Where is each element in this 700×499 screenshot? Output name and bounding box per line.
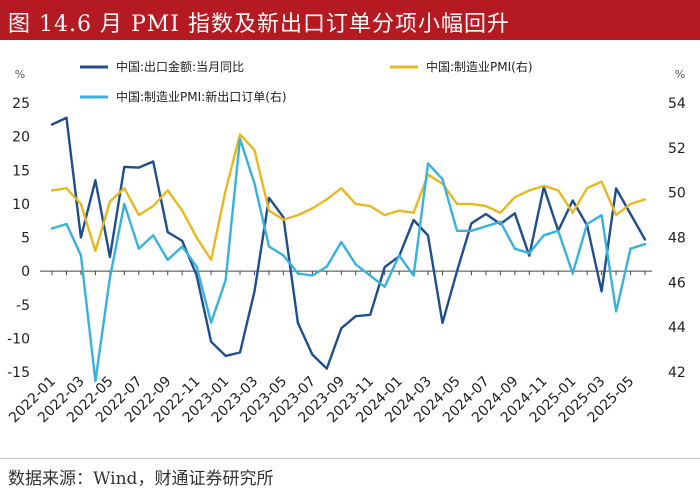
legend-label-1: 中国:出口金额:当月同比 [116,59,244,74]
right-tick-label: 48 [668,231,686,247]
left-tick-label: 5 [21,231,30,247]
left-tick-label: 0 [21,264,30,280]
right-tick-label: 54 [668,96,686,112]
legend-label-2: 中国:制造业PMI(右) [426,59,533,74]
right-axis-unit: % [675,68,685,81]
left-tick-label: 20 [12,130,30,146]
data-source: 数据来源：Wind，财通证券研究所 [8,469,274,489]
left-tick-label: 10 [12,197,30,213]
left-axis: % 25 20 15 10 5 0 -5 -10 -15 [7,68,30,381]
left-tick-label: 25 [12,96,30,112]
left-axis-unit: % [15,68,25,81]
legend: 中国:出口金额:当月同比 中国:制造业PMI(右) 中国:制造业PMI:新出口订单(… [80,59,533,104]
series-line-1 [50,116,647,370]
title-bar: 图 14.6 月 PMI 指数及新出口订单分项小幅回升 [0,0,700,40]
x-axis: 2022-012022-032022-052022-072022-092022-… [6,271,646,426]
right-tick-label: 50 [668,186,686,202]
right-axis: % 54 52 50 48 46 44 42 [668,68,686,381]
legend-label-3: 中国:制造业PMI:新出口订单(右) [116,89,287,104]
right-tick-label: 52 [668,141,686,157]
right-tick-label: 46 [668,275,686,291]
footer-divider [0,458,700,459]
left-tick-label: -10 [7,331,30,347]
right-tick-label: 44 [668,320,686,336]
left-tick-label: -15 [7,365,30,381]
right-tick-label: 42 [668,365,686,381]
left-tick-label: 15 [12,163,30,179]
series-line-3 [50,137,647,383]
series-line-2 [50,133,647,262]
left-tick-label: -5 [16,298,30,314]
chart-title: 图 14.6 月 PMI 指数及新出口订单分项小幅回升 [8,12,510,37]
series-lines [50,116,647,383]
